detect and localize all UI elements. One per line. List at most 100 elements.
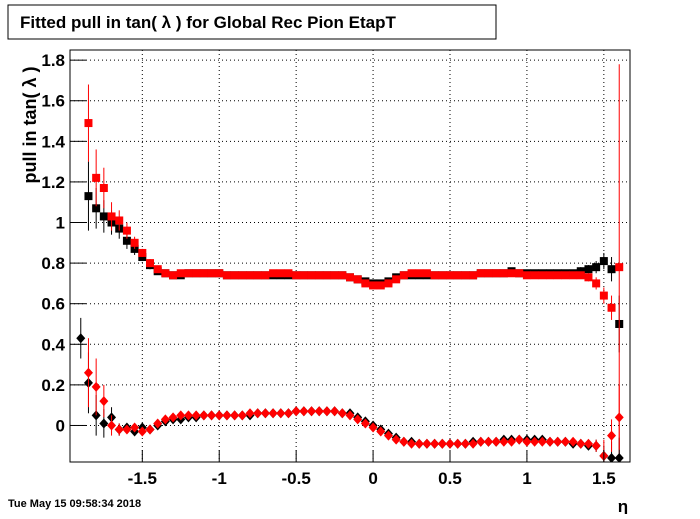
diamond-marker: [545, 436, 555, 447]
square-marker: [422, 269, 431, 278]
square-marker: [330, 271, 339, 280]
y-tick-label: 1: [56, 214, 65, 233]
square-marker: [530, 271, 539, 280]
square-marker: [584, 273, 593, 282]
diamond-marker: [422, 438, 432, 449]
square-marker: [576, 267, 585, 276]
diamond-marker: [83, 367, 93, 378]
diamond-marker: [160, 414, 170, 425]
x-tick-label: -0.5: [282, 469, 311, 488]
square-marker: [169, 271, 178, 280]
x-tick-label: 1: [522, 469, 531, 488]
x-axis-label: η: [618, 497, 628, 514]
diamond-marker: [299, 406, 309, 417]
square-marker: [446, 271, 454, 280]
frame: [69, 49, 631, 463]
square-marker: [599, 257, 608, 266]
y-tick-label: 1.6: [41, 92, 65, 111]
square-marker: [99, 212, 108, 221]
square-marker: [515, 269, 524, 278]
y-tick-label: 0.8: [41, 254, 65, 273]
diamond-marker: [568, 436, 578, 447]
diamond-marker: [614, 412, 624, 423]
diamond-marker: [453, 438, 463, 449]
square-marker: [461, 271, 470, 280]
diamond-marker: [122, 424, 132, 435]
diamond-marker: [437, 438, 447, 449]
diamond-marker: [322, 406, 332, 417]
diamond-marker: [368, 422, 378, 433]
diamond-marker: [514, 434, 524, 445]
square-marker: [238, 271, 247, 280]
square-marker: [561, 271, 570, 280]
grid: [70, 50, 630, 462]
square-marker: [292, 271, 301, 280]
square-marker: [499, 269, 508, 278]
y-tick-label: 1.8: [41, 51, 65, 70]
diamond-marker: [253, 408, 263, 419]
square-marker: [415, 269, 424, 278]
diamond-marker: [414, 438, 424, 449]
diamond-marker: [491, 436, 501, 447]
y-tick-label: 0.2: [41, 376, 65, 395]
diamond-marker: [137, 426, 147, 437]
square-marker: [230, 271, 239, 280]
diamond-marker: [499, 436, 509, 447]
square-marker: [430, 271, 439, 280]
square-marker: [492, 269, 501, 278]
square-marker: [99, 184, 108, 193]
diamond-marker: [183, 410, 193, 421]
square-marker: [469, 271, 478, 280]
square-marker: [153, 265, 162, 274]
diamond-marker: [391, 434, 401, 445]
diamond-marker: [99, 418, 109, 429]
diamond-marker: [276, 408, 286, 419]
square-marker: [607, 303, 616, 312]
square-marker: [215, 269, 224, 278]
diamond-marker: [522, 436, 532, 447]
diamond-marker: [168, 412, 178, 423]
x-tick-label: 0.5: [438, 469, 462, 488]
square-marker: [407, 269, 416, 278]
square-marker: [92, 173, 101, 182]
square-marker: [84, 119, 93, 128]
diamond-marker: [507, 436, 517, 447]
square-marker: [484, 269, 493, 278]
square-marker: [476, 269, 485, 278]
square-marker: [369, 281, 378, 290]
square-marker: [269, 269, 278, 278]
diamond-marker: [214, 410, 224, 421]
diamond-marker: [307, 406, 317, 417]
diamond-marker: [230, 410, 240, 421]
square-marker: [584, 265, 593, 274]
square-marker: [453, 271, 462, 280]
diamond-marker: [614, 452, 624, 462]
square-marker: [353, 275, 362, 284]
diamond-marker: [76, 333, 86, 344]
square-marker: [438, 271, 447, 280]
y-tick-label: 1.2: [41, 173, 65, 192]
diamond-marker: [176, 410, 186, 421]
diamond-marker: [376, 426, 386, 437]
diamond-marker: [199, 410, 209, 421]
square-marker: [284, 269, 293, 278]
square-marker: [192, 269, 201, 278]
square-marker: [122, 236, 131, 245]
square-marker: [299, 271, 308, 280]
diamond-marker: [607, 430, 617, 441]
square-marker: [569, 271, 578, 280]
y-tick-label: 0.6: [41, 295, 65, 314]
square-marker: [146, 259, 154, 268]
y-axis-label: pull in tan( λ ): [20, 67, 40, 184]
diamond-marker: [353, 414, 363, 425]
square-marker: [115, 216, 124, 225]
diamond-marker: [191, 410, 201, 421]
title-box: [7, 4, 497, 40]
square-marker: [315, 271, 324, 280]
x-tick-label: 0: [368, 469, 377, 488]
diamond-marker: [345, 410, 355, 421]
diamond-marker: [460, 438, 470, 449]
y-tick-label: 0.4: [41, 335, 65, 354]
diamond-marker: [537, 436, 547, 447]
